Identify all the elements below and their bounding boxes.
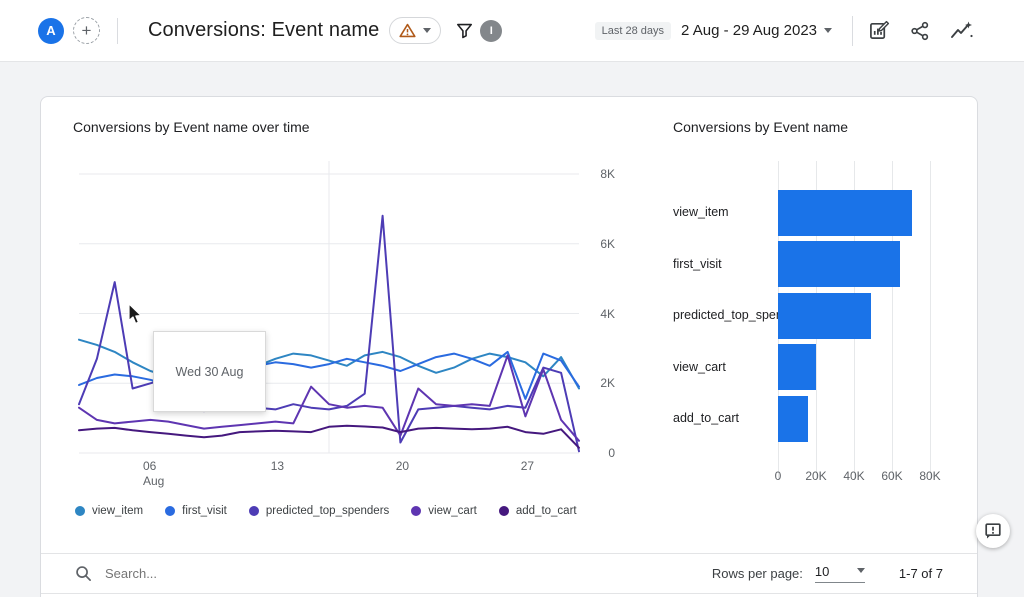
edit-chart-button[interactable]: [869, 20, 890, 41]
x-axis-tick-label: 06 Aug: [142, 459, 165, 488]
edit-chart-icon: [870, 20, 890, 39]
bar-row[interactable]: [778, 187, 930, 239]
warning-icon: [399, 23, 416, 38]
y-axis-tick-label: 0: [608, 446, 615, 460]
report-card: Conversions by Event name over time Conv…: [40, 96, 978, 597]
header-divider-2: [852, 15, 853, 46]
bar-row[interactable]: [778, 342, 930, 394]
line-chart-x-axis: 06 Aug 13 20 27: [79, 459, 579, 491]
insights-button[interactable]: [950, 21, 974, 41]
bar[interactable]: [778, 241, 900, 288]
bar-row[interactable]: [778, 239, 930, 291]
add-comparison-button[interactable]: +: [73, 17, 100, 44]
bar-row[interactable]: [778, 393, 930, 445]
bar[interactable]: [778, 189, 912, 236]
bar[interactable]: [778, 344, 816, 391]
line-chart-y-axis: 8K 6K 4K 2K 0: [583, 161, 615, 460]
legend-dot-icon: [498, 506, 509, 516]
bar-category-label: add_to_cart: [673, 411, 740, 426]
legend-item[interactable]: view_cart: [411, 505, 477, 517]
chart-tooltip-text: Wed 30 Aug: [175, 364, 244, 379]
table-divider: [41, 593, 977, 594]
date-preset-chip: Last 28 days: [594, 21, 672, 40]
legend-dot-icon: [411, 506, 422, 516]
bar[interactable]: [778, 292, 872, 339]
legend-label: add_to_cart: [515, 505, 577, 517]
feedback-button[interactable]: [976, 514, 1010, 548]
search-icon[interactable]: [75, 565, 92, 582]
y-axis-tick-label: 8K: [600, 167, 615, 181]
app-header: A + Conversions: Event name I Last 28 da…: [0, 0, 1024, 62]
feedback-bubble-icon: [985, 523, 1001, 539]
data-quality-dropdown[interactable]: [389, 17, 442, 44]
bar-x-tick-label: 80K: [919, 469, 941, 483]
rows-per-page-value: 10: [814, 564, 830, 579]
legend-label: first_visit: [182, 505, 227, 517]
share-icon: [911, 21, 929, 40]
chevron-down-icon: [423, 28, 432, 33]
bar-gridline: [930, 161, 931, 479]
bar-chart-title: Conversions by Event name: [673, 119, 849, 135]
search-input[interactable]: Search...: [105, 566, 158, 581]
legend-dot-icon: [248, 506, 259, 516]
bar-x-tick-label: 40K: [843, 469, 865, 483]
pagination-status: 1-7 of 7: [898, 566, 943, 581]
bar-category-label: predicted_top_spenders: [673, 308, 808, 323]
line-chart-title: Conversions by Event name over time: [73, 119, 310, 135]
x-axis-tick-label: 20: [395, 459, 410, 473]
bar-chart-bars[interactable]: [778, 187, 930, 445]
y-axis-tick-label: 6K: [600, 236, 615, 251]
legend-label: predicted_top_spenders: [265, 505, 390, 517]
x-axis-tick-label: 13: [270, 459, 285, 473]
bar-row[interactable]: [778, 290, 930, 342]
bar-x-tick-label: 0: [774, 469, 782, 483]
bar-category-label: view_cart: [673, 359, 726, 374]
page-title: Conversions: Event name: [148, 19, 380, 41]
y-axis-tick-label: 2K: [600, 376, 615, 391]
rows-per-page-select[interactable]: 10: [814, 564, 865, 583]
bar-x-tick-label: 20K: [805, 469, 827, 483]
date-chevron-down-icon[interactable]: [824, 28, 832, 33]
bar-chart-x-axis: 0 20K 40K 60K 80K: [774, 469, 941, 485]
legend-label: view_item: [92, 505, 144, 517]
y-axis-tick-label: 4K: [600, 306, 615, 321]
bar-category-label: view_item: [673, 205, 729, 220]
filter-button[interactable]: [455, 21, 474, 40]
rows-per-page-chevron-icon: [856, 568, 865, 573]
legend-dot-icon: [165, 506, 176, 516]
bar[interactable]: [778, 395, 809, 442]
share-button[interactable]: [910, 21, 930, 41]
bar-category-label: first_visit: [673, 256, 722, 271]
line-chart-legend: view_item first_visit predicted_top_spende…: [75, 505, 577, 517]
header-divider: [117, 17, 118, 44]
x-axis-tick-label: 27: [520, 459, 535, 473]
legend-item[interactable]: predicted_top_spenders: [248, 505, 390, 517]
filter-funnel-icon: [457, 23, 473, 39]
mouse-cursor: [128, 303, 142, 324]
insights-icon: [951, 21, 973, 38]
date-range-value[interactable]: 2 Aug - 29 Aug 2023: [681, 22, 817, 39]
table-controls: Search... Rows per page: 10 1-7 of 7: [41, 553, 977, 593]
rows-per-page-label: Rows per page:: [711, 566, 803, 581]
insights-avatar[interactable]: I: [480, 19, 503, 42]
legend-item[interactable]: view_item: [75, 505, 143, 517]
bar-gridline: [892, 161, 893, 479]
bar-chart-labels: view_item first_visit predicted_top_spende…: [673, 187, 808, 445]
chart-tooltip: Wed 30 Aug: [153, 331, 266, 412]
legend-item[interactable]: first_visit: [165, 505, 227, 517]
legend-dot-icon: [75, 506, 85, 516]
avatar[interactable]: A: [38, 17, 64, 44]
legend-label: view_cart: [428, 505, 477, 517]
bar-x-tick-label: 60K: [881, 469, 903, 483]
legend-item[interactable]: add_to_cart: [498, 505, 577, 517]
